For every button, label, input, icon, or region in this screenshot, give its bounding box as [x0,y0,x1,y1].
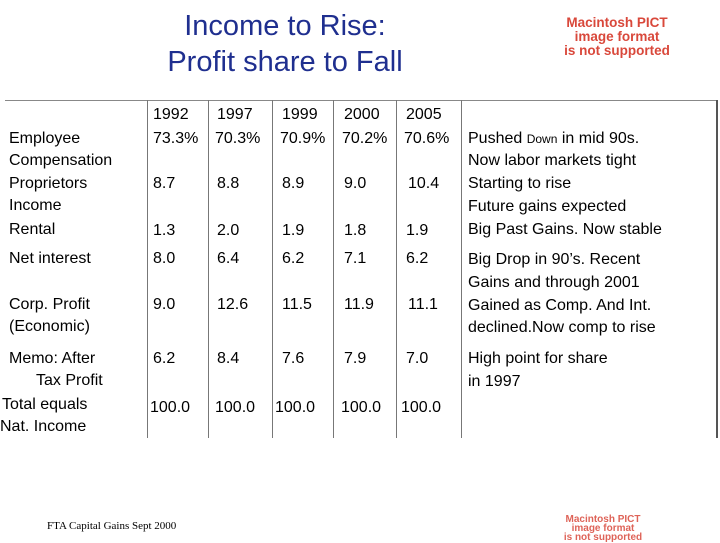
table-top-border [5,100,718,101]
pict-placeholder-bottom: Macintosh PICT image format is not suppo… [528,514,678,543]
row-note-line1: Big Drop in 90’s. Recent [468,251,641,268]
table-cell: 70.3% [215,130,261,147]
table-cell: 8.4 [217,350,240,367]
row-note-line1: High point for share [468,350,608,367]
year-header-1992: 1992 [153,106,189,123]
table-cell: 11.1 [408,296,438,313]
table-divider-2005 [461,100,462,438]
table-cell: 9.0 [344,175,367,192]
row-label-line1: Rental [9,221,56,238]
table-cell: 6.2 [153,350,176,367]
note-text: Pushed [468,130,527,147]
row-note-line2: in 1997 [468,373,521,390]
table-cell: 8.9 [282,175,305,192]
table-cell: 70.6% [404,130,450,147]
row-label-line1: Proprietors [9,175,88,192]
table-cell: 8.0 [153,250,176,267]
table-cell: 100.0 [401,399,442,416]
table-cell: 8.7 [153,175,176,192]
pict-placeholder-top: Macintosh PICT image format is not suppo… [532,16,702,58]
table-cell: 1.9 [282,222,305,239]
row-label-line2: Income [9,197,62,214]
table-cell: 10.4 [408,175,440,192]
pict-line-3: is not supported [563,532,643,543]
table-cell: 12.6 [217,296,249,313]
pict-line-2: image format [574,29,660,44]
row-note-line2: Future gains expected [468,198,627,215]
table-cell: 100.0 [275,399,316,416]
table-cell: 70.2% [342,130,388,147]
row-label-line2: Tax Profit [36,372,103,389]
row-note-line1: Gained as Comp. And Int. [468,297,652,314]
row-label-line2: Compensation [9,152,113,169]
table-cell: 6.2 [406,250,429,267]
table-divider-1999 [333,100,334,438]
table-right-border [716,100,718,438]
table-cell: 1.9 [406,222,429,239]
table-cell: 100.0 [150,399,191,416]
row-label-line1: Corp. Profit [9,296,90,313]
pict-line-1: Macintosh PICT [565,514,641,525]
title-line-2: Profit share to Fall [167,46,403,78]
year-header-2005: 2005 [406,106,442,123]
row-label-line1: Net interest [9,250,91,267]
page-title: Income to Rise: Profit share to Fall [120,8,450,80]
footer-caption: FTA Capital Gains Sept 2000 [47,520,177,532]
row-note-line1: Big Past Gains. Now stable [468,221,662,238]
table-cell: 7.0 [406,350,429,367]
table-cell: 70.9% [280,130,326,147]
year-header-1997: 1997 [217,106,253,123]
table-divider-1992 [208,100,209,438]
table-divider-2000 [396,100,397,438]
table-cell: 11.5 [282,296,312,313]
year-header-2000: 2000 [344,106,380,123]
row-label-line1: Memo: After [9,350,96,367]
row-note-line2: Now labor markets tight [468,152,637,169]
pict-line-1: Macintosh PICT [566,15,668,30]
note-text: in mid 90s. [557,130,640,147]
pict-line-2: image format [571,523,635,534]
table-cell: 7.9 [344,350,367,367]
row-note-line2: declined.Now comp to rise [468,319,656,336]
table-cell: 6.2 [282,250,305,267]
row-label-line2: Nat. Income [0,418,87,435]
table-divider-label [147,100,148,438]
table-cell: 2.0 [217,222,240,239]
year-header-1999: 1999 [282,106,318,123]
table-cell: 100.0 [215,399,256,416]
row-label-line2: (Economic) [9,318,90,335]
table-cell: 1.3 [153,222,176,239]
row-label-line1: Total equals [2,396,88,413]
note-text-small: Down [526,132,558,146]
row-note-line1: Starting to rise [468,175,572,192]
table-cell: 73.3% [153,130,199,147]
table-cell: 11.9 [344,296,374,313]
table-cell: 6.4 [217,250,240,267]
table-cell: 8.8 [217,175,240,192]
table-divider-1997 [272,100,273,438]
row-note-line1: Pushed Down in mid 90s. [468,128,639,150]
table-cell: 1.8 [344,222,367,239]
table-cell: 7.6 [282,350,305,367]
title-line-1: Income to Rise: [184,10,386,42]
pict-line-3: is not supported [564,43,670,58]
table-cell: 100.0 [341,399,382,416]
table-cell: 9.0 [153,296,176,313]
table-cell: 7.1 [344,250,367,267]
row-note-line2: Gains and through 2001 [468,274,640,291]
row-label-line1: Employee [9,130,81,147]
